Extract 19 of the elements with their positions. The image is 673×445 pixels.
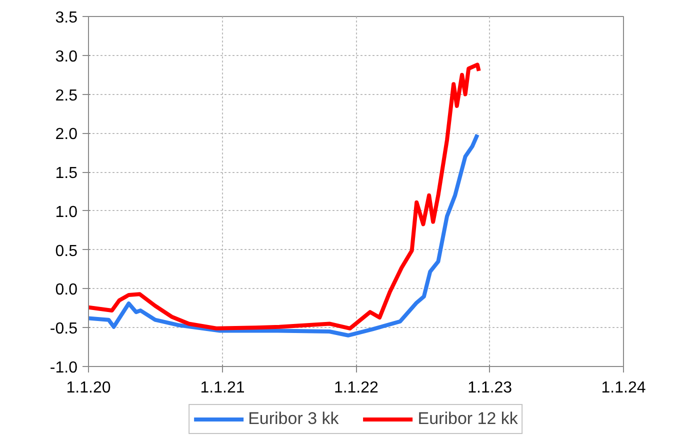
line-series xyxy=(88,132,480,338)
y-tick-label: 0.0 xyxy=(55,282,78,299)
y-tick-label: 1.5 xyxy=(55,165,78,182)
x-tick-label: 1.1.21 xyxy=(200,380,245,396)
line-series xyxy=(88,62,481,330)
x-tick-label: 1.1.24 xyxy=(601,380,646,396)
y-tick-label: -1.0 xyxy=(50,360,78,376)
y-tick-label: 2.5 xyxy=(55,87,78,104)
y-tick-label: 3.0 xyxy=(55,48,78,66)
y-tick-label: 3.5 xyxy=(55,10,78,26)
x-tick-label: 1.1.22 xyxy=(334,380,379,396)
y-tick-label: 2.0 xyxy=(55,126,78,144)
legend-label: Euribor 12 kk xyxy=(418,409,518,429)
x-tick-label: 1.1.20 xyxy=(66,380,111,396)
y-tick-label: -0.5 xyxy=(50,320,78,338)
y-tick-label: 0.5 xyxy=(55,242,78,260)
legend-label: Euribor 3 kk xyxy=(248,409,339,429)
y-tick-label: 1.0 xyxy=(55,204,78,221)
x-tick-label: 1.1.23 xyxy=(468,380,512,396)
